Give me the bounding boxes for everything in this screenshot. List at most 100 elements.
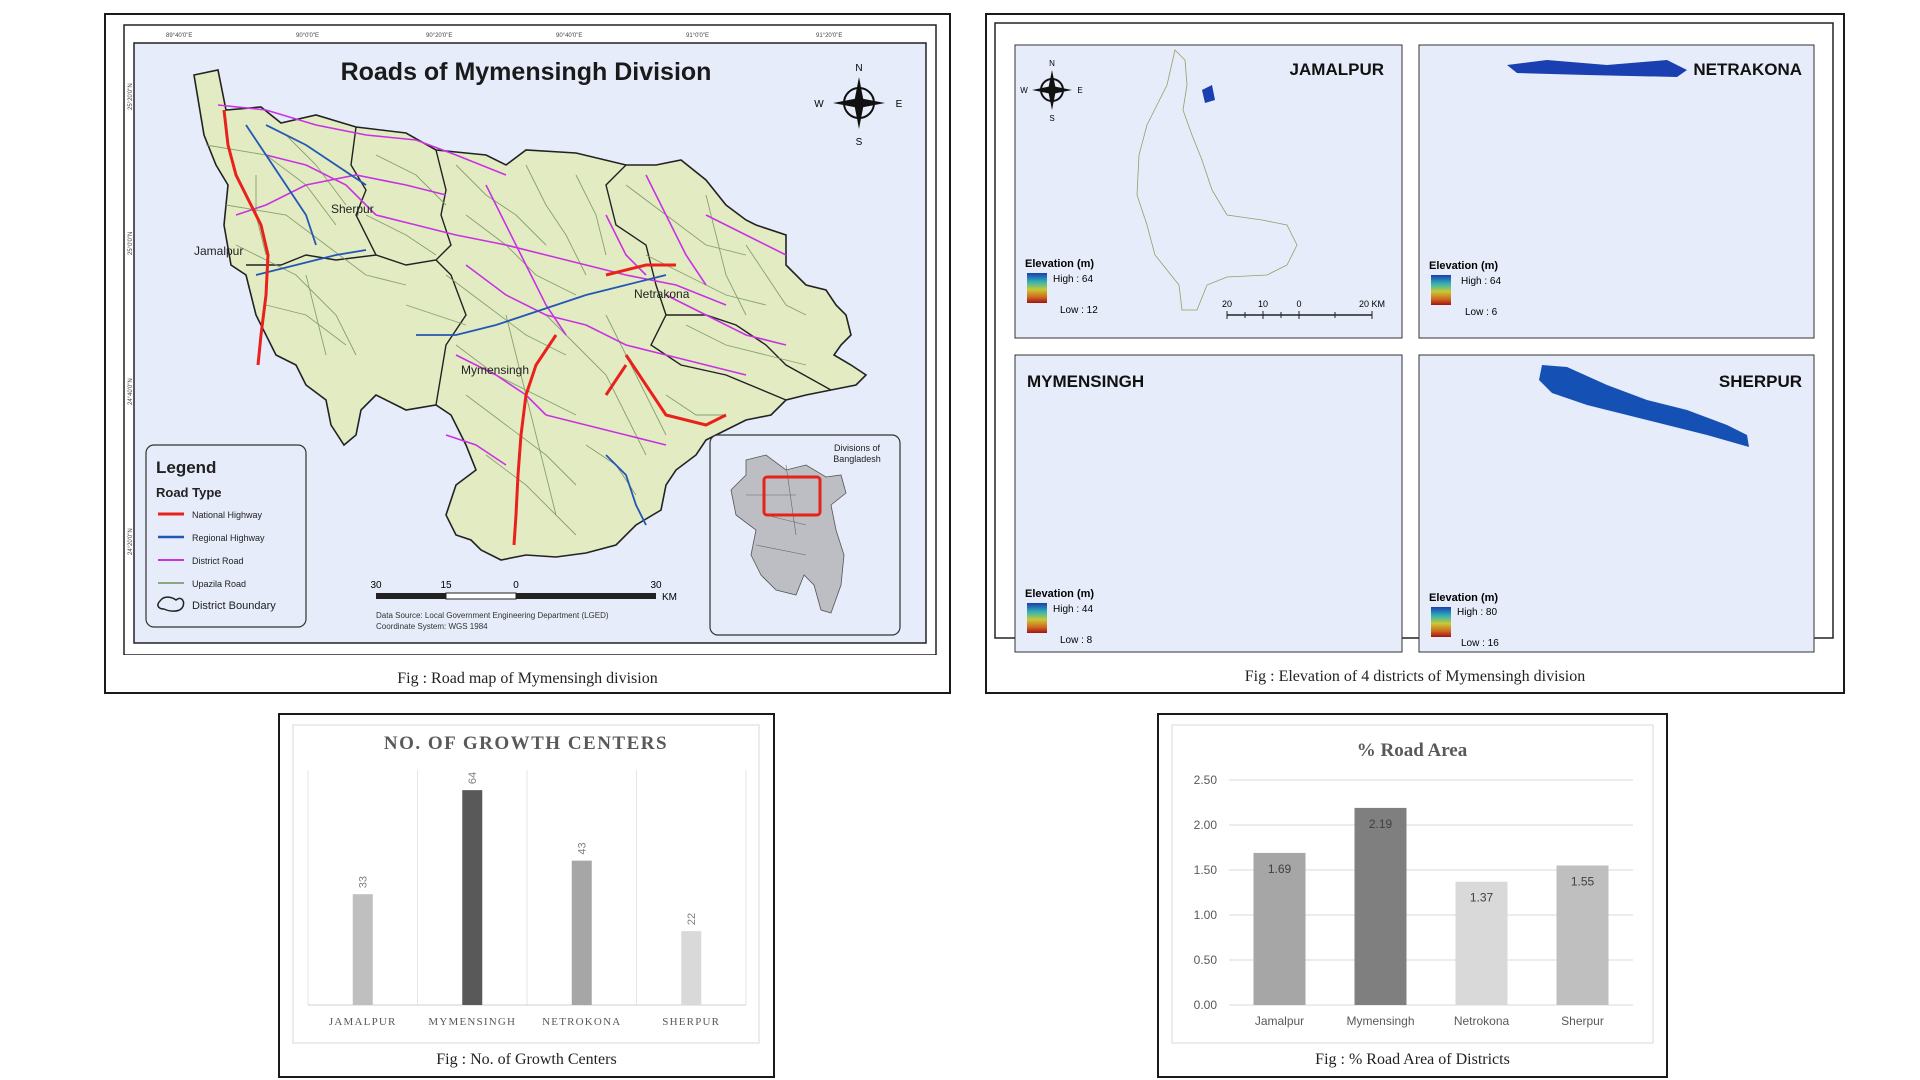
lon-tick: 91°0'0"E xyxy=(686,33,709,39)
elevation-legend-netrakona: Elevation (m) High : 64 Low : 6 xyxy=(1429,260,1501,318)
bar xyxy=(1354,807,1407,1005)
elevation-low: Low : 6 xyxy=(1465,307,1498,318)
scale-tick: 30 xyxy=(650,580,662,591)
data-label: 1.37 xyxy=(1470,891,1494,905)
map-title: Roads of Mymensingh Division xyxy=(341,58,712,86)
y-tick-label: 0.50 xyxy=(1194,953,1218,967)
bar xyxy=(1455,881,1508,1005)
road-map-caption: Fig : Road map of Mymensingh division xyxy=(397,670,658,687)
data-label: 22 xyxy=(686,913,698,925)
coordinate-system: Coordinate System: WGS 1984 xyxy=(376,622,488,631)
data-label: 1.69 xyxy=(1268,862,1292,876)
bar xyxy=(1556,865,1609,1005)
lon-tick: 89°40'0"E xyxy=(166,33,192,39)
data-label: 2.19 xyxy=(1369,817,1393,831)
elevation-high: High : 64 xyxy=(1461,276,1501,287)
y-tick-label: 1.00 xyxy=(1194,908,1218,922)
elevation-scale-bar: 20 10 0 20 KM xyxy=(1222,299,1385,319)
bar xyxy=(571,860,592,1005)
compass-icon: N S W E xyxy=(814,63,902,148)
scale-tick: 30 xyxy=(370,580,382,591)
compass-e: E xyxy=(1077,86,1082,95)
district-title-netrakona: NETRAKONA xyxy=(1693,60,1802,79)
elevation-legend-sherpur: Elevation (m) High : 80 Low : 16 xyxy=(1429,592,1499,649)
elevation-legend-title: Elevation (m) xyxy=(1025,588,1094,600)
y-tick-label: 0.00 xyxy=(1194,998,1218,1012)
compass-n: N xyxy=(1049,59,1055,68)
growth-chart-panel: NO. OF GROWTH CENTERS 33 JAMALPUR 64 MYMENS… xyxy=(278,713,775,1078)
district-label-jamalpur: Jamalpur xyxy=(194,244,243,258)
district-label-sherpur: Sherpur xyxy=(331,202,374,216)
scale-tick: 10 xyxy=(1258,299,1268,309)
scale-unit: KM xyxy=(662,592,677,603)
district-label-mymensingh: Mymensingh xyxy=(461,363,529,377)
lon-tick: 90°40'0"E xyxy=(556,33,582,39)
elevation-legend-jamalpur: Elevation (m) High : 64 Low : 12 xyxy=(1025,258,1098,316)
data-source: Data Source: Local Government Engineerin… xyxy=(376,611,609,620)
y-tick-label: 2.00 xyxy=(1194,818,1218,832)
scale-tick: 0 xyxy=(1296,299,1301,309)
category-label: NETROKONA xyxy=(542,1016,621,1028)
elevation-high: High : 80 xyxy=(1457,607,1497,618)
elevation-low: Low : 12 xyxy=(1060,305,1098,316)
elevation-panel: JAMALPUR N S W E Elevation (m) High : 64… xyxy=(985,13,1845,694)
data-label: 64 xyxy=(467,772,479,784)
bar xyxy=(681,931,702,1005)
y-tick-label: 1.50 xyxy=(1194,863,1218,877)
compass-n: N xyxy=(855,63,862,74)
growth-chart-caption: Fig : No. of Growth Centers xyxy=(436,1051,617,1068)
legend-item-label: Upazila Road xyxy=(192,579,246,589)
category-label: JAMALPUR xyxy=(329,1016,397,1028)
elevation-high: High : 64 xyxy=(1053,274,1093,285)
chart-title: % Road Area xyxy=(1357,740,1468,761)
lat-tick: 25°20'0"N xyxy=(128,83,134,110)
data-label: 33 xyxy=(358,876,370,888)
elevation-legend-title: Elevation (m) xyxy=(1025,258,1094,270)
bar xyxy=(1253,852,1306,1005)
category-label: Netrokona xyxy=(1454,1014,1510,1028)
category-label: Mymensingh xyxy=(1346,1014,1414,1028)
elevation-low: Low : 16 xyxy=(1461,638,1499,649)
scale-tick: 20 KM xyxy=(1359,299,1385,309)
elevation-high: High : 44 xyxy=(1053,604,1093,615)
growth-chart: NO. OF GROWTH CENTERS 33 JAMALPUR 64 MYMENS… xyxy=(292,724,760,1044)
y-tick-label: 2.50 xyxy=(1194,773,1218,787)
compass-s: S xyxy=(1049,114,1054,123)
legend-item-label: National Highway xyxy=(192,510,263,520)
legend-item-label: District Boundary xyxy=(192,600,276,612)
road-area-chart-panel: % Road Area 0.00 0.50 1.00 1.50 2.00 2.50 1.69… xyxy=(1157,713,1668,1078)
bar xyxy=(352,894,373,1005)
road-map-panel: 89°40'0"E 90°0'0"E 90°20'0"E 90°40'0"E 9… xyxy=(104,13,951,694)
legend-title: Legend xyxy=(156,458,216,477)
scale-tick: 20 xyxy=(1222,299,1232,309)
category-label: SHERPUR xyxy=(662,1016,720,1028)
bar xyxy=(462,790,483,1005)
lat-tick: 24°40'0"N xyxy=(128,378,134,405)
category-label: MYMENSINGH xyxy=(428,1016,516,1028)
road-area-chart-caption: Fig : % Road Area of Districts xyxy=(1315,1051,1510,1068)
data-label: 43 xyxy=(577,842,589,854)
district-title-sherpur: SHERPUR xyxy=(1719,372,1802,391)
scale-bar: 30 15 0 30 KM Data Source: Local Governm… xyxy=(370,580,677,631)
legend-subtitle: Road Type xyxy=(156,485,222,500)
compass-w: W xyxy=(814,99,824,110)
district-label-netrakona: Netrakona xyxy=(634,287,690,301)
elevation-low: Low : 8 xyxy=(1060,635,1093,646)
compass-icon: N S W E xyxy=(1020,59,1082,123)
elevation-figure: JAMALPUR N S W E Elevation (m) High : 64… xyxy=(994,22,1834,653)
elevation-legend-title: Elevation (m) xyxy=(1429,592,1498,604)
lat-tick: 25°0'0"N xyxy=(128,232,134,255)
inset-map: Divisions of Bangladesh xyxy=(709,434,901,636)
lon-tick: 91°20'0"E xyxy=(816,33,842,39)
map-legend: Legend Road Type National Highway Region… xyxy=(145,444,307,628)
chart-title: NO. OF GROWTH CENTERS xyxy=(384,733,668,754)
lon-tick: 90°0'0"E xyxy=(296,33,319,39)
elevation-legend-title: Elevation (m) xyxy=(1429,260,1498,272)
legend-item-label: Regional Highway xyxy=(192,533,265,543)
inset-title-line1: Divisions of xyxy=(834,443,881,453)
lat-tick: 24°20'0"N xyxy=(128,528,134,555)
inset-title-line2: Bangladesh xyxy=(833,454,881,464)
road-map-figure: 89°40'0"E 90°0'0"E 90°20'0"E 90°40'0"E 9… xyxy=(123,24,937,655)
data-label: 1.55 xyxy=(1571,875,1595,889)
category-label: Jamalpur xyxy=(1255,1014,1304,1028)
